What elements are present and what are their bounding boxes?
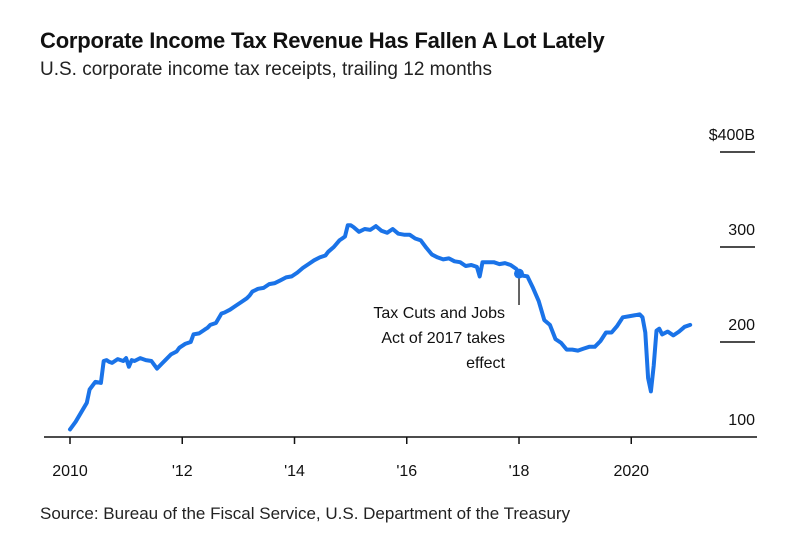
chart-title: Corporate Income Tax Revenue Has Fallen …	[40, 28, 605, 53]
y-tick-label: 200	[728, 317, 755, 334]
annotation-text: Tax Cuts and Jobs	[373, 305, 505, 322]
y-tick-label: 100	[728, 412, 755, 429]
x-tick-label: 2010	[52, 463, 88, 480]
annotation-text: effect	[466, 355, 505, 372]
series-layer	[68, 223, 693, 432]
chart-subtitle: U.S. corporate income tax receipts, trai…	[40, 59, 492, 80]
annotation-text: Act of 2017 takes	[381, 330, 505, 347]
x-tick-label: '18	[509, 463, 530, 480]
source-note: Source: Bureau of the Fiscal Service, U.…	[40, 504, 571, 523]
series-line	[68, 223, 693, 432]
x-axis-ticks: 2010 '12 '14 '16 '18 2020	[52, 437, 649, 480]
annotation-marker	[514, 268, 525, 279]
annotation-layer: Tax Cuts and Jobs Act of 2017 takes effect	[373, 268, 525, 372]
y-axis-ticks: $400B 300 200 100	[709, 127, 755, 429]
x-tick-label: '16	[396, 463, 417, 480]
x-tick-label: '12	[172, 463, 193, 480]
y-tick-label: $400B	[709, 127, 755, 144]
x-tick-label: 2020	[613, 463, 649, 480]
x-tick-label: '14	[284, 463, 305, 480]
y-tick-label: 300	[728, 222, 755, 239]
